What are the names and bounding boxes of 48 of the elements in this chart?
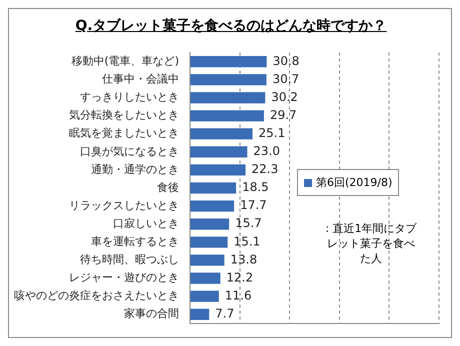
data-label: 25.1	[258, 126, 286, 140]
y-tick-label: 車を運転するとき	[91, 235, 179, 248]
bar	[190, 56, 267, 68]
data-label: 29.7	[270, 108, 297, 122]
data-label: 15.7	[235, 216, 262, 230]
bar	[190, 218, 230, 230]
bar	[190, 182, 236, 194]
data-label: 30.2	[271, 90, 298, 104]
y-tick-label: 気分転換をしたいとき	[69, 108, 179, 122]
data-label: 23.0	[253, 144, 280, 158]
data-label: 17.7	[240, 198, 267, 212]
bar	[190, 272, 220, 284]
data-label: 7.7	[215, 306, 234, 320]
bar	[190, 290, 219, 302]
y-tick-label: 咳やのどの炎症をおさえたいとき	[14, 289, 179, 302]
bar	[190, 308, 210, 320]
data-label: 12.2	[226, 270, 254, 284]
y-tick-label: 待ち時間、暇つぶし	[80, 253, 179, 266]
bar	[190, 92, 266, 104]
bar	[190, 200, 234, 212]
y-tick-label: 仕事中・会議中	[102, 72, 179, 86]
data-label: 11.6	[224, 288, 252, 302]
data-label: 22.3	[252, 162, 278, 176]
chart-title: Q.タブレット菓子を食べるのはどんな時ですか？	[74, 17, 388, 35]
bar	[190, 146, 248, 158]
legend-label: 第6回(2019/8)	[316, 175, 392, 190]
y-tick-label: レジャー・遊びのとき	[69, 271, 179, 284]
data-label: 13.8	[230, 252, 258, 266]
y-tick-label: 食後	[157, 180, 179, 194]
data-label: 30.8	[272, 54, 300, 68]
y-tick-label: 移動中(電車、車など)	[71, 54, 179, 68]
y-tick-label: 眠気を覚ましたいとき	[69, 126, 179, 140]
data-label: 15.1	[234, 234, 260, 248]
y-tick-label: 口臭が気になるとき	[80, 144, 179, 158]
y-tick-label: すっきりしたいとき	[80, 90, 179, 104]
y-tick-label: リラックスしたいとき	[69, 198, 179, 212]
bar	[190, 236, 228, 248]
bar	[190, 164, 246, 176]
y-tick-label: 通勤・通学のとき	[91, 162, 179, 176]
bar	[190, 110, 264, 122]
data-label: 18.5	[242, 180, 269, 194]
bar	[190, 254, 224, 266]
y-tick-label: 口寂しいとき	[113, 216, 179, 230]
bar	[190, 74, 266, 86]
annotation: : 直近1年間にタブレット菓子を食べた人	[325, 221, 417, 266]
y-tick-label: 家事の合間	[124, 307, 179, 320]
data-label: 30.7	[272, 72, 300, 86]
bar	[190, 128, 252, 140]
